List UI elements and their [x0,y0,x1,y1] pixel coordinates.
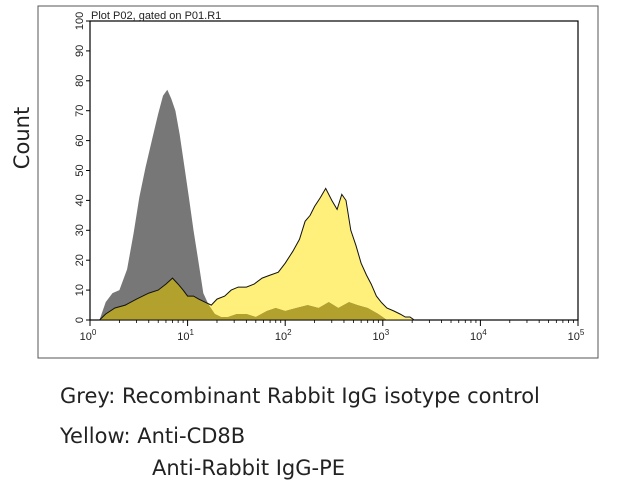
y-tick-label: 10 [74,284,86,296]
caption-yellow: Yellow: Anti-CD8B [60,424,246,448]
y-tick-label: 60 [74,134,86,146]
chart-marks [98,89,416,321]
y-tick-label: 0 [74,317,86,323]
y-tick-label: 100 [74,12,86,30]
y-tick-label: 40 [74,194,86,206]
y-tick-label: 30 [74,224,86,236]
y-tick-label: 20 [74,254,86,266]
y-tick-label: 70 [74,105,86,117]
caption-grey: Grey: Recombinant Rabbit IgG isotype con… [60,384,540,408]
series-yellow-outline [98,187,416,321]
y-tick-label: 80 [74,75,86,87]
y-tick-label: 50 [74,164,86,176]
y-tick-label: 90 [74,45,86,57]
series-grey-area [99,89,387,320]
chart-title: Plot P02, gated on P01.R1 [91,10,221,22]
y-axis-label: Count [10,107,34,169]
caption-yellow-secondary: Anti-Rabbit IgG-PE [152,456,346,480]
